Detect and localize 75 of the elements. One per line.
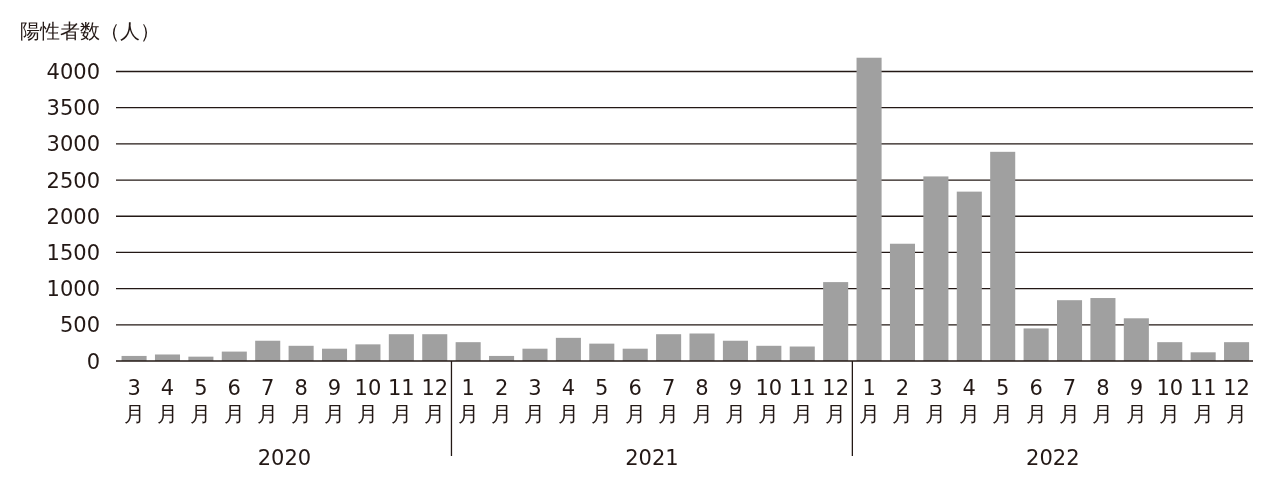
bar [889,243,916,361]
x-tick-label: 8月 [290,376,312,426]
x-tick-label: 10月 [755,376,783,426]
x-tick-label: 3月 [524,376,546,426]
bar [789,346,815,361]
y-tick-label: 500 [59,313,100,338]
text: 2020 [257,446,312,470]
bar [522,348,548,361]
x-tick-label: 8月 [1092,376,1114,426]
x-tick-label: 1月 [858,376,880,426]
x-tick-label: 11月 [387,376,415,426]
y-tick-label: 0 [86,349,100,374]
x-tick-label: 9月 [324,376,346,426]
x-tick-label: 4月 [156,376,178,426]
x-tick-label: 6月 [223,376,245,426]
y-tick-label: 2000 [46,204,100,229]
x-tick-label: 12月 [822,376,850,426]
x-tick-label: 7月 [257,376,279,426]
x-tick-label: 12月 [421,376,449,426]
bar [990,151,1016,361]
x-tick-label: 7月 [1059,376,1081,426]
y-tick-label: 3500 [46,96,100,121]
x-tick-label: 5月 [190,376,212,426]
x-tick-label: 4月 [958,376,980,426]
bar [756,345,782,361]
x-tick-label: 12月 [1223,376,1250,426]
bar [1224,342,1250,361]
bar [656,334,682,361]
y-tick-label: 3000 [46,132,100,157]
y-tick-label: 1000 [46,277,100,302]
x-tick-label: 3月 [925,376,947,426]
x-tick-label: 10月 [354,376,382,426]
y-axis-title: 陽性者数（人） [20,19,160,43]
x-tick-label: 9月 [1125,376,1147,426]
y-tick-label: 1500 [46,240,100,265]
bar [455,342,481,361]
x-tick-label: 4月 [557,376,579,426]
bar [1190,352,1216,361]
bar [856,57,882,361]
bar [689,333,715,361]
x-tick-label: 11月 [788,376,816,426]
bar [255,340,281,361]
bar [1057,300,1083,361]
x-tick-label: 2月 [491,376,513,426]
x-tick-label: 9月 [724,376,746,426]
x-tick-label: 8月 [691,376,713,426]
bar [722,340,748,361]
x-tick-label: 1月 [457,376,479,426]
bar [1023,328,1049,361]
x-tick-label: 3月 [123,376,145,426]
y-tick-label: 4000 [46,59,100,84]
bar [589,343,615,361]
bar [823,282,849,361]
x-tick-label: 10月 [1156,376,1184,426]
y-tick-label: 2500 [46,168,100,193]
bar [1123,318,1149,361]
x-tick-label: 6月 [1025,376,1047,426]
x-tick-label: 6月 [624,376,646,426]
bar [923,176,949,361]
text: 2022 [1026,446,1080,470]
bar [956,191,982,361]
bar [555,337,581,361]
bar [154,354,181,361]
x-tick-label: 7月 [658,376,680,426]
text: 2021 [625,446,679,470]
bar [355,344,381,361]
bar [1090,298,1116,361]
bar [388,334,414,361]
bar [422,334,448,361]
x-tick-label: 5月 [591,376,613,426]
x-tick-label: 11月 [1189,376,1217,426]
x-tick-label: 5月 [992,376,1014,426]
bar [1157,342,1183,361]
bar [288,345,314,361]
x-tick-label: 2月 [891,376,913,426]
